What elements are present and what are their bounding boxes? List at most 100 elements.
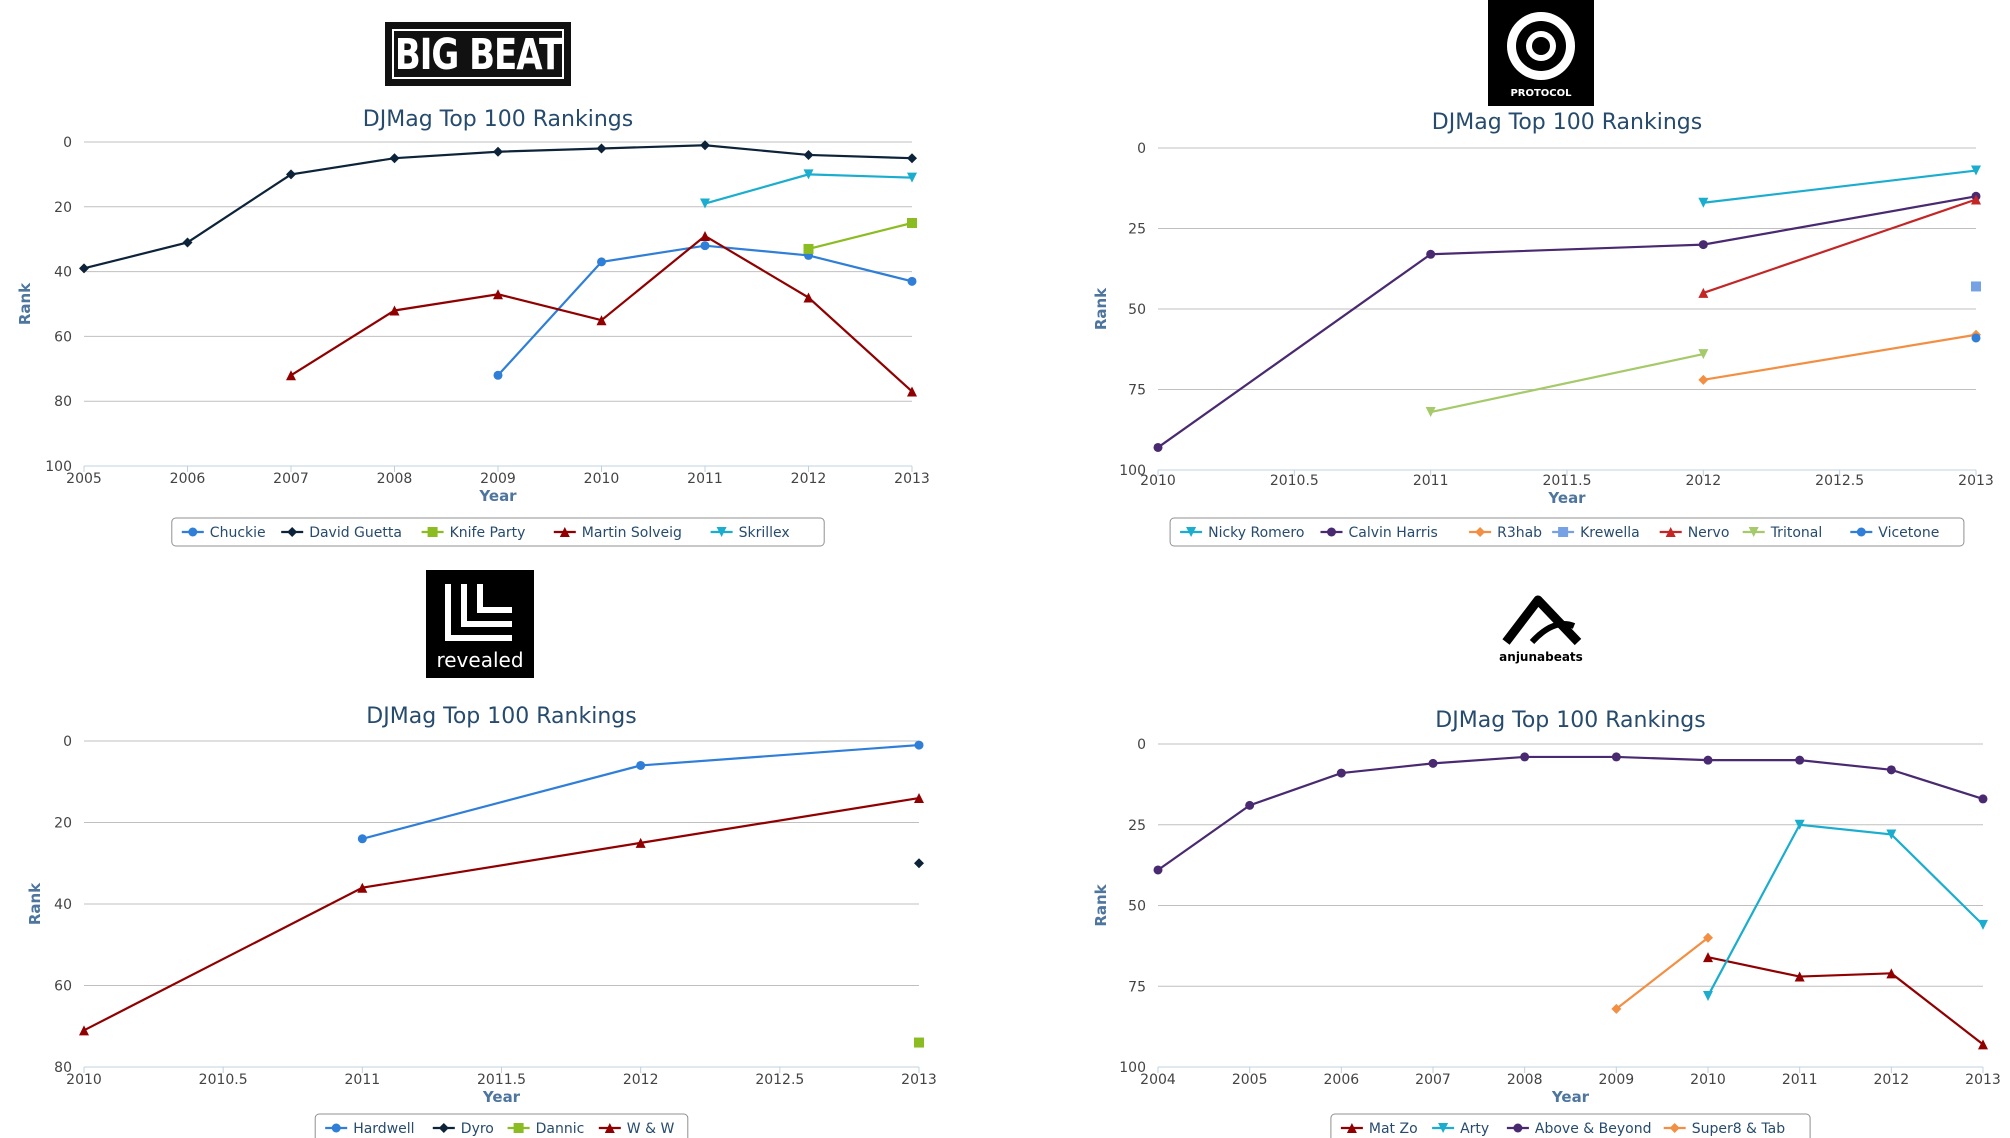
legend-item-arty[interactable]: Arty bbox=[1432, 1121, 1489, 1137]
data-point-hardwell[interactable] bbox=[636, 760, 646, 770]
data-point-above-beyond[interactable] bbox=[1520, 752, 1530, 762]
data-point-chuckie[interactable] bbox=[493, 370, 503, 380]
data-point-martin-solveig[interactable] bbox=[596, 315, 607, 326]
legend-marker-nervo[interactable] bbox=[1665, 527, 1676, 537]
data-point-martin-solveig[interactable] bbox=[907, 386, 917, 397]
data-point-knife-party[interactable] bbox=[907, 218, 917, 228]
legend-marker-knife-party[interactable] bbox=[427, 527, 438, 537]
legend-marker-mat-zo[interactable] bbox=[1346, 1123, 1357, 1133]
legend-item-tritonal[interactable]: Tritonal bbox=[1742, 525, 1823, 541]
data-point-r3hab[interactable] bbox=[1698, 374, 1709, 385]
data-point-w-w[interactable] bbox=[914, 793, 924, 804]
data-point-calvin-harris[interactable] bbox=[1698, 240, 1708, 250]
data-point-mat-zo[interactable] bbox=[1703, 952, 1713, 963]
data-point-david-guetta[interactable] bbox=[907, 153, 917, 164]
legend-marker-above-beyond[interactable] bbox=[1513, 1123, 1523, 1133]
legend-marker-martin-solveig[interactable] bbox=[559, 527, 570, 537]
data-point-tritonal[interactable] bbox=[1698, 349, 1709, 360]
legend-item-krewella[interactable]: Krewella bbox=[1552, 525, 1640, 541]
legend-marker-arty[interactable] bbox=[1438, 1123, 1449, 1133]
data-point-mat-zo[interactable] bbox=[1794, 971, 1805, 982]
data-point-arty[interactable] bbox=[1703, 990, 1713, 1001]
data-point-above-beyond[interactable] bbox=[1611, 752, 1621, 762]
legend-item-hardwell[interactable]: Hardwell bbox=[325, 1121, 415, 1137]
data-point-knife-party[interactable] bbox=[803, 243, 814, 254]
data-point-david-guetta[interactable] bbox=[596, 143, 607, 154]
data-point-martin-solveig[interactable] bbox=[389, 305, 400, 316]
legend-marker-r3hab[interactable] bbox=[1475, 527, 1486, 537]
data-point-chuckie[interactable] bbox=[700, 241, 710, 251]
data-point-martin-solveig[interactable] bbox=[493, 289, 503, 300]
legend-marker-vicetone[interactable] bbox=[1856, 527, 1866, 537]
data-point-above-beyond[interactable] bbox=[1886, 765, 1896, 775]
data-point-above-beyond[interactable] bbox=[1245, 800, 1255, 810]
data-point-david-guetta[interactable] bbox=[493, 146, 503, 157]
data-point-nicky-romero[interactable] bbox=[1971, 165, 1981, 176]
legend-marker-dannic[interactable] bbox=[513, 1123, 524, 1133]
legend-item-mat-zo[interactable]: Mat Zo bbox=[1340, 1121, 1418, 1137]
legend-item-knife-party[interactable]: Knife Party bbox=[421, 525, 526, 541]
data-point-nervo[interactable] bbox=[1698, 287, 1709, 298]
legend-item-r3hab[interactable]: R3hab bbox=[1469, 525, 1542, 541]
data-point-martin-solveig[interactable] bbox=[700, 230, 710, 241]
data-point-chuckie[interactable] bbox=[907, 276, 917, 286]
data-point-hardwell[interactable] bbox=[357, 834, 367, 844]
data-point-above-beyond[interactable] bbox=[1978, 794, 1988, 804]
data-point-super8-tab[interactable] bbox=[1703, 932, 1713, 943]
data-point-martin-solveig[interactable] bbox=[286, 370, 296, 381]
legend-item-vicetone[interactable]: Vicetone bbox=[1850, 525, 1939, 541]
legend-item-calvin-harris[interactable]: Calvin Harris bbox=[1320, 525, 1438, 541]
legend-item-chuckie[interactable]: Chuckie bbox=[181, 525, 266, 541]
data-point-tritonal[interactable] bbox=[1425, 407, 1436, 418]
data-point-david-guetta[interactable] bbox=[389, 153, 400, 164]
data-point-skrillex[interactable] bbox=[803, 169, 814, 180]
data-point-david-guetta[interactable] bbox=[79, 263, 89, 274]
data-point-calvin-harris[interactable] bbox=[1426, 249, 1436, 259]
legend-item-dyro[interactable]: Dyro bbox=[432, 1121, 494, 1137]
legend-marker-tritonal[interactable] bbox=[1748, 527, 1759, 537]
legend-marker-super8-tab[interactable] bbox=[1669, 1123, 1680, 1133]
data-point-david-guetta[interactable] bbox=[286, 169, 296, 180]
legend-item-nicky-romero[interactable]: Nicky Romero bbox=[1180, 525, 1304, 541]
legend-marker-hardwell[interactable] bbox=[331, 1123, 341, 1133]
legend-item-above-beyond[interactable]: Above & Beyond bbox=[1506, 1121, 1652, 1137]
legend-item-super8-tab[interactable]: Super8 & Tab bbox=[1663, 1121, 1786, 1137]
data-point-arty[interactable] bbox=[1978, 919, 1988, 930]
data-point-above-beyond[interactable] bbox=[1428, 758, 1438, 768]
data-point-w-w[interactable] bbox=[357, 882, 368, 893]
legend-marker-w-w[interactable] bbox=[604, 1123, 615, 1133]
data-point-chuckie[interactable] bbox=[597, 257, 606, 267]
data-point-w-w[interactable] bbox=[635, 837, 646, 848]
legend-item-david-guetta[interactable]: David Guetta bbox=[281, 525, 402, 541]
data-point-mat-zo[interactable] bbox=[1886, 968, 1897, 979]
legend-item-dannic[interactable]: Dannic bbox=[507, 1121, 585, 1137]
legend-marker-krewella[interactable] bbox=[1558, 527, 1569, 537]
legend-marker-nicky-romero[interactable] bbox=[1186, 527, 1197, 537]
data-point-martin-solveig[interactable] bbox=[803, 292, 814, 303]
legend-item-w-w[interactable]: W & W bbox=[598, 1121, 675, 1137]
data-point-david-guetta[interactable] bbox=[182, 237, 193, 248]
data-point-nervo[interactable] bbox=[1971, 194, 1981, 205]
data-point-above-beyond[interactable] bbox=[1336, 768, 1346, 778]
legend-marker-david-guetta[interactable] bbox=[287, 527, 298, 537]
data-point-dannic[interactable] bbox=[914, 1037, 924, 1048]
data-point-david-guetta[interactable] bbox=[700, 140, 710, 151]
data-point-above-beyond[interactable] bbox=[1703, 755, 1713, 765]
data-point-mat-zo[interactable] bbox=[1978, 1039, 1988, 1050]
data-point-david-guetta[interactable] bbox=[803, 149, 814, 160]
data-point-super8-tab[interactable] bbox=[1611, 1003, 1622, 1014]
data-point-skrillex[interactable] bbox=[700, 198, 710, 209]
legend-marker-dyro[interactable] bbox=[438, 1123, 449, 1133]
legend-marker-calvin-harris[interactable] bbox=[1327, 527, 1336, 537]
legend-marker-skrillex[interactable] bbox=[716, 527, 727, 537]
data-point-vicetone[interactable] bbox=[1971, 333, 1981, 343]
data-point-krewella[interactable] bbox=[1971, 281, 1981, 292]
data-point-nicky-romero[interactable] bbox=[1698, 197, 1709, 208]
data-point-above-beyond[interactable] bbox=[1153, 865, 1163, 875]
data-point-above-beyond[interactable] bbox=[1795, 755, 1805, 765]
data-point-dyro[interactable] bbox=[914, 858, 924, 869]
data-point-w-w[interactable] bbox=[79, 1025, 89, 1036]
data-point-skrillex[interactable] bbox=[907, 172, 917, 183]
data-point-hardwell[interactable] bbox=[914, 740, 924, 750]
data-point-calvin-harris[interactable] bbox=[1153, 442, 1163, 452]
